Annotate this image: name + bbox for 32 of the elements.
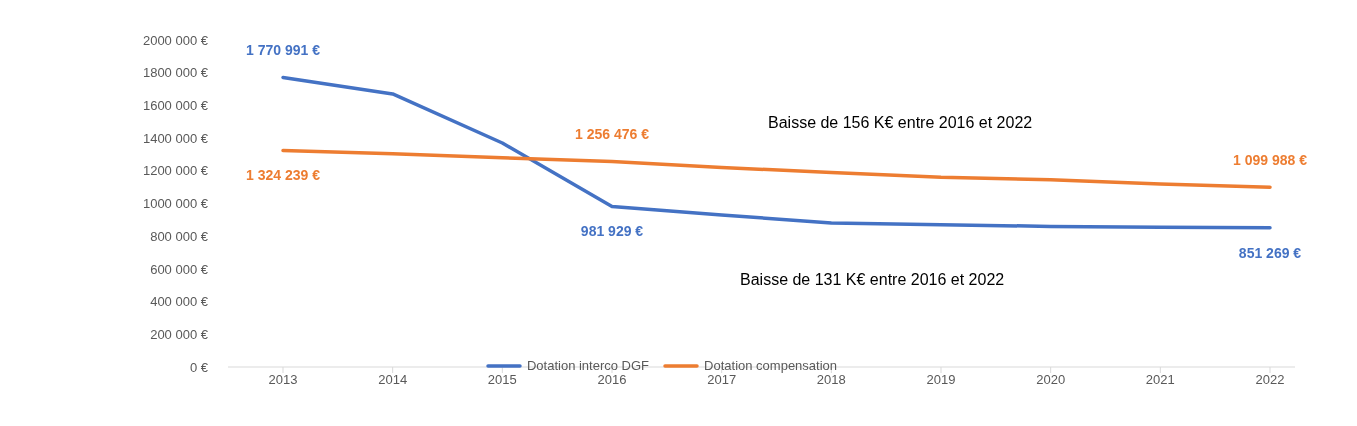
legend-label: Dotation compensation [703,358,838,373]
y-tick-label: 1600 000 € [142,98,209,114]
x-tick-label: 2021 [1145,372,1175,388]
y-tick-label: 400 000 € [150,294,209,310]
legend-label: Dotation interco DGF [525,358,650,373]
x-tick-label: 2016 [597,372,627,388]
line-series [281,148,1272,189]
y-tick-label: 0 € [189,359,209,375]
y-tick-label: 200 000 € [150,326,209,342]
x-tick-label: 2013 [268,372,298,388]
y-tick-label: 1800 000 € [142,65,209,81]
y-tick-label: 800 000 € [150,228,209,244]
data-label: 1 770 991 € [246,42,321,59]
y-tick-label: 1400 000 € [142,130,209,146]
data-label: 851 269 € [1238,244,1302,261]
x-tick-label: 2019 [926,372,956,388]
annotation: Baisse de 131 K€ entre 2016 et 2022 [740,271,1005,289]
data-label: 1 099 988 € [1233,151,1308,168]
data-label: 981 929 € [580,223,644,240]
x-tick-label: 2020 [1036,372,1066,388]
x-tick-label: 2015 [487,372,517,388]
data-label: 1 324 239 € [246,167,321,184]
annotation: Baisse de 156 K€ entre 2016 et 2022 [768,114,1033,132]
x-tick-label: 2017 [707,372,737,388]
y-tick-label: 1000 000 € [142,196,209,212]
y-tick-label: 600 000 € [150,261,209,277]
x-tick-label: 2014 [378,372,408,388]
data-label: 1 256 476 € [575,126,650,143]
x-tick-label: 2018 [816,372,846,388]
x-tick-label: 2022 [1255,372,1285,388]
y-tick-label: 1200 000 € [142,163,209,179]
y-tick-label: 2000 000 € [142,32,209,48]
